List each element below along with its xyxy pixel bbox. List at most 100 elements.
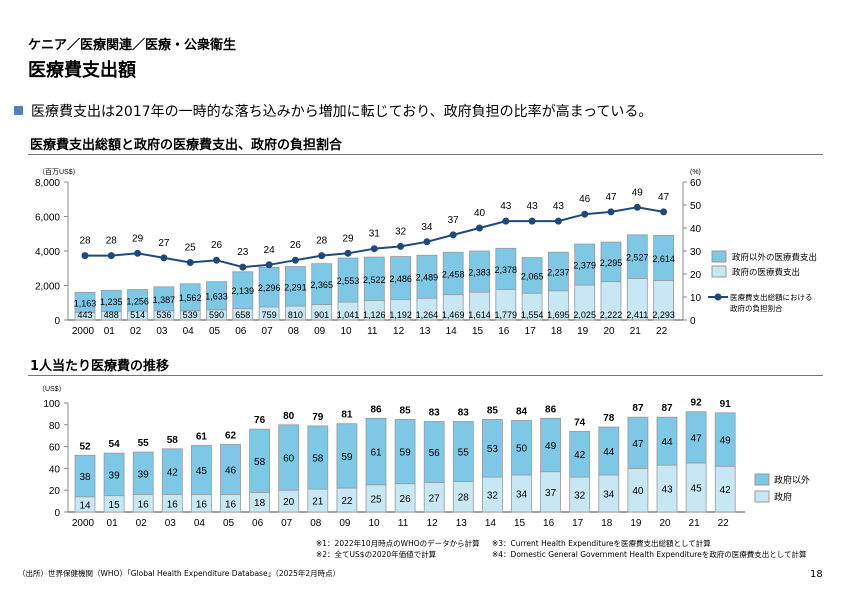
legend-gov: 政府の医療費支出	[732, 267, 800, 277]
point-gov-share	[213, 256, 220, 264]
label-gov: 18	[254, 498, 266, 509]
bar-non-gov	[127, 289, 148, 312]
point-gov-share	[81, 252, 89, 260]
x-tick-label: 17	[525, 326, 537, 337]
label-gov: 539	[183, 310, 198, 320]
y2-tick-label: 50	[690, 201, 702, 212]
note-2: ※2：全てUS$の2020年価値で計算	[316, 550, 437, 559]
label-gov: 45	[691, 483, 703, 494]
x-tick-label: 19	[577, 326, 589, 337]
x-tick-label: 10	[340, 326, 352, 337]
y2-tick-label: 40	[690, 224, 702, 235]
x-tick-label: 09	[339, 518, 351, 529]
label-total: 62	[225, 430, 237, 441]
bar-non-gov	[278, 424, 300, 491]
y2-axis-label: (%)	[690, 169, 701, 176]
x-tick-label: 06	[252, 518, 264, 529]
label-gov-share: 40	[474, 208, 486, 219]
point-gov-share	[318, 252, 326, 260]
bar-non-gov	[363, 256, 385, 301]
x-tick-label: 05	[209, 326, 221, 337]
y-tick-label: 100	[43, 399, 60, 410]
bar-non-gov	[511, 420, 532, 476]
bar-non-gov	[626, 234, 648, 279]
y-tick-label: 0	[54, 316, 60, 327]
bar-non-gov	[394, 418, 416, 485]
legend-swatch-non-gov	[754, 473, 770, 486]
bar-non-gov	[100, 289, 122, 312]
label-non-gov: 2,614	[652, 254, 675, 264]
y-axis-label: （百万US$）	[38, 168, 80, 176]
label-total: 91	[720, 399, 732, 410]
label-gov-share: 47	[605, 192, 617, 203]
x-tick-label: 07	[281, 518, 293, 529]
label-non-gov: 42	[167, 468, 179, 479]
x-tick-label: 2000	[72, 518, 95, 529]
label-gov: 21	[312, 497, 324, 508]
x-tick-label: 21	[630, 326, 642, 337]
label-gov-share: 23	[237, 247, 249, 258]
label-non-gov: 53	[487, 444, 499, 455]
bar-non-gov	[311, 263, 333, 305]
point-gov-share	[291, 256, 299, 264]
label-total: 61	[196, 432, 208, 443]
label-non-gov: 2,553	[337, 276, 360, 286]
label-gov: 14	[79, 500, 91, 511]
legend-gov-share-1: 医療費支出総額における	[730, 292, 813, 302]
bar-non-gov	[220, 444, 241, 495]
x-tick-label: 22	[656, 326, 668, 337]
label-total: 54	[109, 439, 121, 450]
label-gov: 901	[314, 310, 329, 320]
label-total: 79	[312, 412, 324, 423]
legend-swatch-non-gov	[711, 250, 727, 263]
point-gov-share	[160, 254, 168, 262]
label-non-gov: 1,633	[205, 292, 228, 302]
label-total: 87	[632, 403, 644, 414]
bar-non-gov	[153, 286, 175, 312]
label-non-gov: 39	[109, 470, 121, 481]
source: （出所）世界保健機関（WHO）「Global Health Expenditur…	[18, 569, 341, 578]
bar-non-gov	[495, 247, 517, 290]
bar-non-gov	[74, 291, 96, 313]
bar-non-gov	[481, 418, 503, 478]
y-tick-label: 20	[49, 486, 61, 497]
chart-per-capita: （US$）02040608010014385220001539540116395…	[38, 385, 810, 529]
label-gov: 1,554	[521, 310, 544, 320]
label-gov-share: 28	[79, 236, 91, 247]
point-gov-share	[344, 249, 352, 257]
label-gov: 22	[341, 496, 353, 507]
summary-text: 医療費支出は2017年の一時的な落ち込みから増加に転じており、政府負担の比率が高…	[31, 104, 653, 120]
label-gov: 27	[429, 493, 441, 504]
x-tick-label: 22	[718, 518, 730, 529]
chart1-title: 医療費支出総額と政府の医療費支出、政府の負担割合	[30, 138, 343, 153]
label-gov: 1,614	[468, 310, 491, 320]
legend-swatch-gov	[711, 265, 727, 278]
bar-non-gov	[206, 281, 227, 311]
point-gov-share	[528, 217, 536, 225]
x-tick-label: 11	[398, 518, 409, 529]
label-gov: 26	[400, 494, 412, 505]
label-non-gov: 46	[225, 465, 237, 476]
label-non-gov: 60	[283, 454, 295, 465]
label-gov: 2,411	[626, 310, 648, 320]
x-tick-label: 15	[472, 326, 484, 337]
x-tick-label: 19	[630, 518, 642, 529]
bar-non-gov	[627, 416, 649, 469]
bar-non-gov	[469, 250, 490, 293]
y-tick-label: 60	[49, 443, 61, 454]
point-gov-share	[581, 210, 589, 218]
label-non-gov: 2,139	[232, 286, 255, 296]
legend-gov-share-2: 政府の負担割合	[730, 303, 783, 313]
label-non-gov: 44	[661, 437, 673, 448]
x-tick-label: 16	[543, 518, 555, 529]
point-gov-share	[239, 263, 247, 271]
point-gov-share	[397, 242, 405, 250]
legend-marker	[714, 293, 722, 301]
label-non-gov: 61	[370, 448, 382, 459]
bar-non-gov	[161, 448, 183, 495]
bar-non-gov	[714, 412, 736, 467]
bar-non-gov	[307, 425, 329, 490]
x-tick-label: 12	[427, 518, 439, 529]
x-tick-label: 2000	[72, 326, 95, 337]
label-non-gov: 45	[196, 466, 208, 477]
